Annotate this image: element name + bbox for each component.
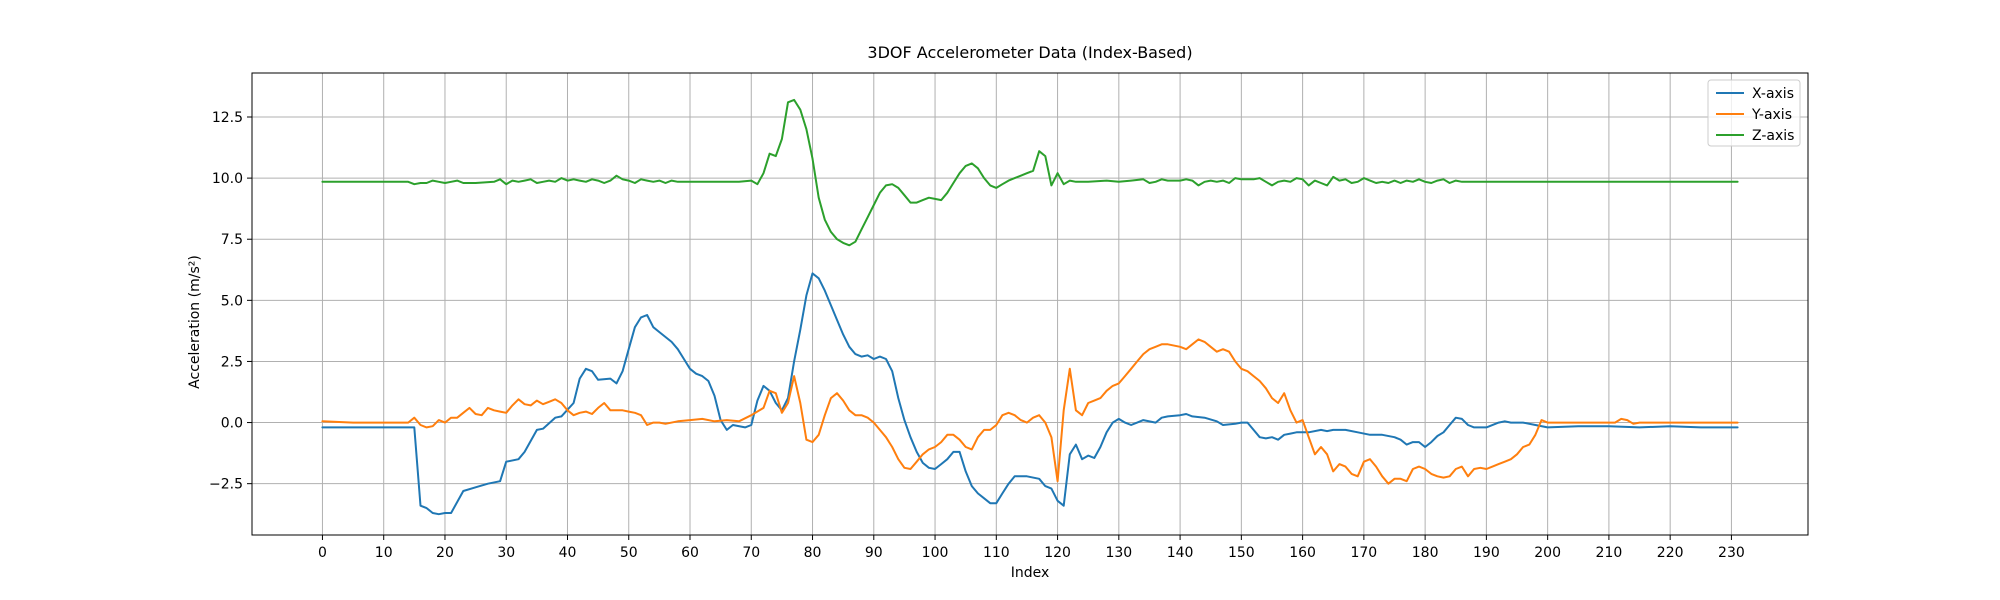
y-tick-label: 2.5 [221,354,243,370]
series-line-y-axis [321,338,1739,485]
x-axis-label: Index [1011,565,1050,581]
x-tick-label: 210 [1596,545,1623,561]
x-tick-label: 190 [1473,545,1500,561]
series-line-z-axis [321,98,1739,247]
y-tick-label: −2.5 [209,477,243,493]
chart-title: 3DOF Accelerometer Data (Index-Based) [867,43,1192,62]
y-tick-label: 7.5 [221,232,243,248]
x-tick-label: 30 [497,545,515,561]
y-ticks: −2.5 0.0 2.5 5.0 7.5 10.0 12.5 [209,110,252,493]
x-ticks: 0 10 20 30 40 50 60 70 80 90 100 110 120 130 140 150 160… [318,535,1745,561]
x-tick-label: 100 [922,545,949,561]
x-tick-label: 220 [1657,545,1684,561]
x-tick-label: 140 [1167,545,1194,561]
legend-entry: Z-axis [1716,128,1794,144]
x-tick-label: 50 [620,545,638,561]
x-tick-label: 150 [1228,545,1255,561]
x-tick-label: 70 [742,545,760,561]
x-tick-label: 40 [559,545,577,561]
legend-label: Z-axis [1752,128,1794,144]
y-tick-label: 12.5 [212,110,243,126]
y-tick-label: 5.0 [221,293,243,309]
x-tick-label: 160 [1289,545,1316,561]
legend-label: X-axis [1752,86,1794,102]
y-tick-label: 0.0 [221,416,243,432]
x-tick-label: 0 [318,545,327,561]
legend: X-axis Y-axis Z-axis [1707,79,1801,147]
x-tick-label: 80 [804,545,822,561]
x-tick-label: 230 [1718,545,1745,561]
x-tick-label: 110 [983,545,1010,561]
legend-entry: Y-axis [1716,107,1792,123]
x-tick-label: 20 [436,545,454,561]
x-tick-label: 90 [865,545,883,561]
y-axis-label: Acceleration (m/s²) [187,255,203,389]
series-line-x-axis [321,272,1739,516]
x-tick-label: 130 [1105,545,1132,561]
x-tick-label: 10 [375,545,393,561]
x-tick-label: 120 [1044,545,1071,561]
series-lines [321,98,1739,516]
x-tick-label: 170 [1350,545,1377,561]
plot-frame [251,72,1809,536]
y-tick-label: 10.0 [212,171,243,187]
x-tick-label: 180 [1412,545,1439,561]
x-tick-label: 200 [1534,545,1561,561]
legend-entry: X-axis [1716,86,1794,102]
x-tick-label: 60 [681,545,699,561]
legend-box [1707,79,1801,147]
legend-label: Y-axis [1751,107,1792,123]
